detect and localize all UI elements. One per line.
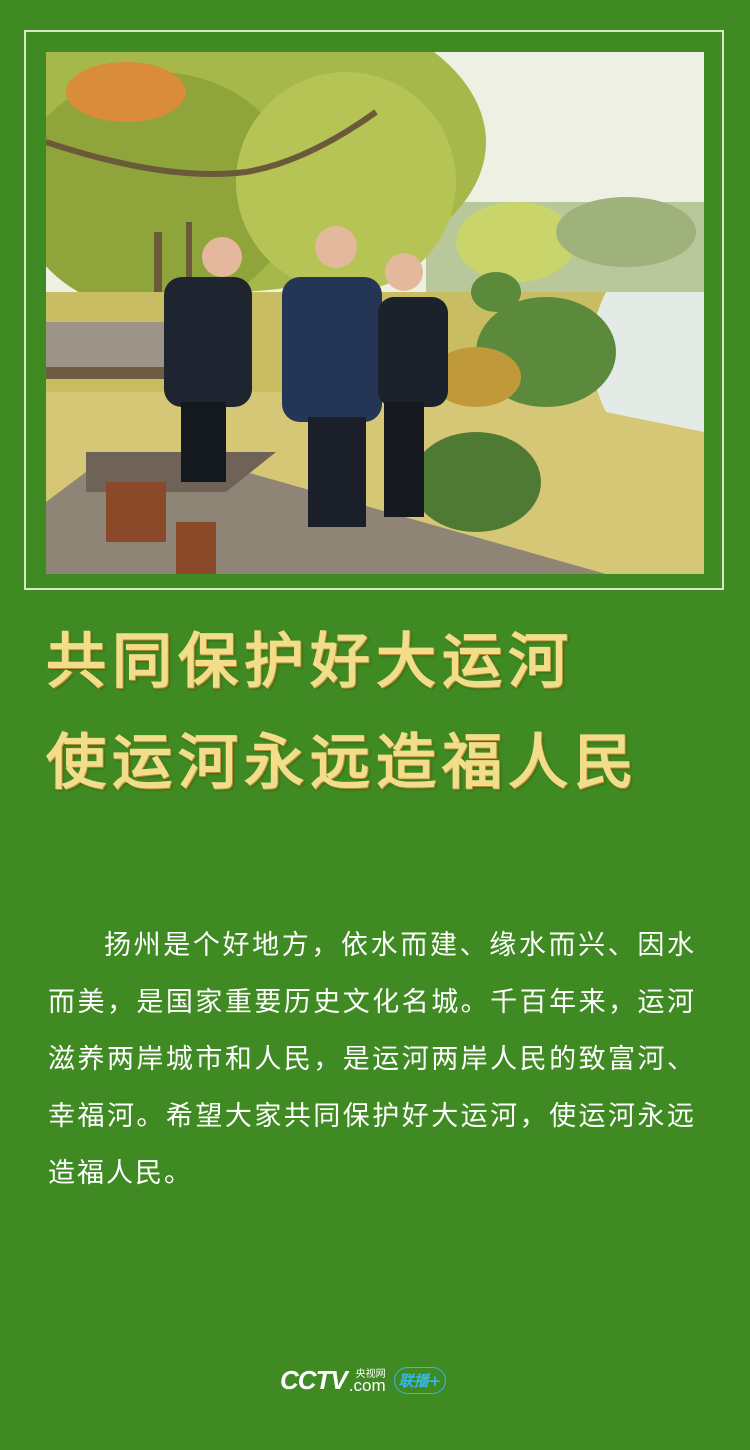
cctv-word: CCTV <box>280 1364 348 1395</box>
footer-logos: CCTV .com 央视网 联播+ <box>280 1358 447 1402</box>
cctv-cn: 央视网 <box>355 1368 386 1380</box>
headline-line-1: 共同保护好大运河 <box>46 627 574 697</box>
body-paragraph: 扬州是个好地方，依水而建、缘水而兴、因水而美，是国家重要历史文化名城。千百年来，… <box>48 930 696 1189</box>
photo-canal-walk <box>46 52 704 574</box>
photo-frame <box>24 30 724 590</box>
lianbo-logo: 联播+ <box>393 1366 447 1394</box>
cctv-logo: CCTV .com 央视网 <box>280 1365 386 1396</box>
cctv-com: .com <box>348 1375 386 1395</box>
headline-line-2: 使运河永远造福人民 <box>46 728 640 798</box>
